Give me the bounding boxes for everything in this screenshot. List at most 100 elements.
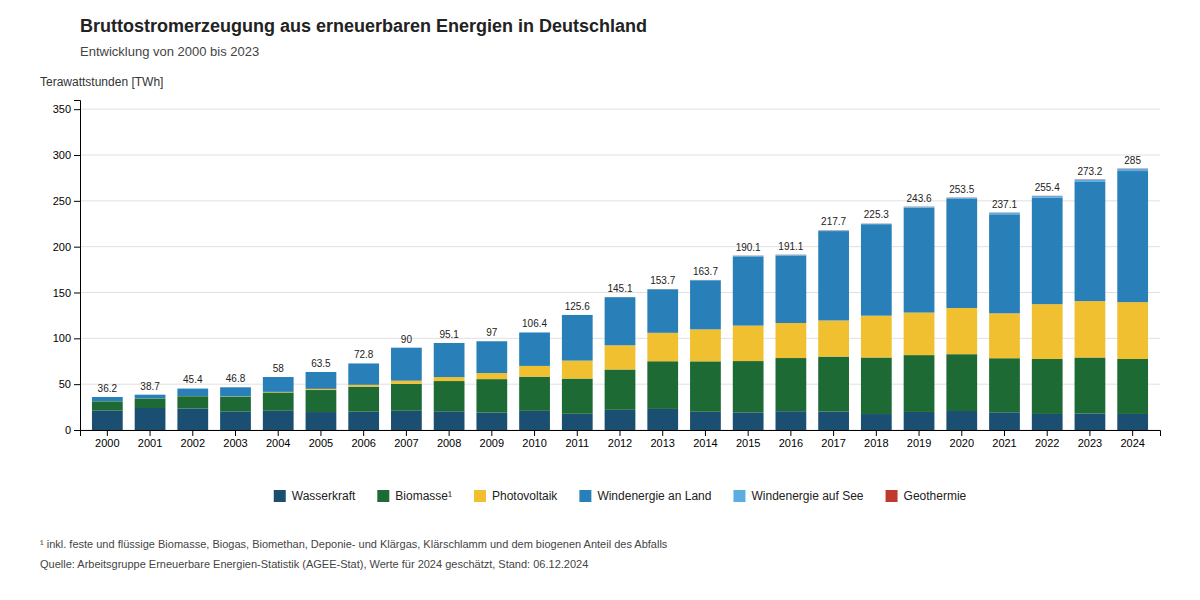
x-tick: 2013 <box>650 430 674 449</box>
bar-segment <box>605 410 636 430</box>
bar-segment <box>348 385 379 387</box>
x-tick-mark <box>790 430 791 436</box>
x-tick-label: 2008 <box>437 437 461 449</box>
bar-segment <box>776 411 807 430</box>
x-tick-label: 2009 <box>480 437 504 449</box>
total-label: 190.1 <box>736 242 761 253</box>
total-label: 38.7 <box>140 381 160 392</box>
bar-segment <box>605 297 636 345</box>
bar-segment <box>946 197 977 198</box>
legend-swatch <box>274 490 286 502</box>
bar-segment <box>946 198 977 199</box>
y-tick-label: 250 <box>53 195 71 207</box>
x-tick-label: 2020 <box>950 437 974 449</box>
bar-segment <box>476 373 507 379</box>
x-tick: 2015 <box>736 430 760 449</box>
bar-segment <box>946 411 977 430</box>
bar-segment <box>263 377 294 392</box>
y-tick-mark <box>74 247 80 248</box>
data-labels: 36.238.745.446.85863.572.89095.197106.41… <box>98 155 1142 394</box>
legend-label: Photovoltaik <box>492 489 558 503</box>
bar-segment <box>1032 196 1063 198</box>
legend-swatch <box>579 490 591 502</box>
bar-segment <box>348 387 379 412</box>
bar-segment <box>562 361 593 379</box>
total-label: 45.4 <box>183 374 203 385</box>
footnote: ¹ inkl. feste und flüssige Biomasse, Bio… <box>40 538 668 550</box>
bar-segment <box>1075 179 1106 180</box>
x-tick-mark <box>961 430 962 436</box>
legend-item: Biomasse¹ <box>377 489 452 503</box>
bar-segment <box>391 384 422 411</box>
legend-label: Windenergie auf See <box>751 489 863 503</box>
bar-segment <box>348 363 379 364</box>
bar-segment <box>1075 180 1106 182</box>
x-tick: 2016 <box>779 430 803 449</box>
bar-segment <box>391 347 422 348</box>
bar-segment <box>861 316 892 358</box>
x-axis: 2000200120022003200420052006200720082009… <box>81 430 1161 449</box>
bars <box>92 168 1148 430</box>
plot: 0501001502002503003502000200120022003200… <box>53 101 1161 449</box>
bar-segment <box>135 394 166 395</box>
bar-segment <box>818 320 849 356</box>
series <box>647 169 1148 290</box>
bar-segment <box>605 297 636 298</box>
y-tick-label: 300 <box>53 149 71 161</box>
bar-segment <box>989 212 1020 213</box>
x-tick: 2003 <box>223 430 247 449</box>
legend-item: Geothermie <box>886 489 967 503</box>
bar-segment <box>733 256 764 325</box>
bar-segment <box>135 408 166 430</box>
total-label: 217.7 <box>821 216 846 227</box>
bar-segment <box>605 370 636 410</box>
y-tick-mark <box>74 338 80 339</box>
y-tick: 250 <box>53 195 80 207</box>
x-tick-mark <box>363 430 364 436</box>
legend-label: Windenergie an Land <box>597 489 711 503</box>
x-tick: 2020 <box>950 430 974 449</box>
bar-segment <box>818 230 849 232</box>
legend-swatch <box>733 490 745 502</box>
bar-segment <box>690 279 721 280</box>
bar-segment <box>647 409 678 430</box>
bar-segment <box>861 224 892 315</box>
bar-segment <box>733 326 764 361</box>
bar-segment <box>476 341 507 342</box>
bar-segment <box>647 333 678 361</box>
x-tick: 2002 <box>181 430 205 449</box>
x-tick-label: 2004 <box>266 437 290 449</box>
bar-segment <box>92 397 123 398</box>
total-label: 253.5 <box>949 184 974 195</box>
y-tick: 300 <box>53 149 80 161</box>
x-axis-line <box>81 431 1161 437</box>
legend-label: Wasserkraft <box>292 489 356 503</box>
x-tick-label: 2022 <box>1035 437 1059 449</box>
bar-segment <box>135 398 166 408</box>
bar-segment <box>733 255 764 256</box>
bar-segment <box>519 332 550 333</box>
x-tick: 2009 <box>480 430 504 449</box>
total-label: 106.4 <box>522 318 547 329</box>
bar-segment <box>306 412 337 430</box>
x-tick-label: 2018 <box>864 437 888 449</box>
x-tick-mark <box>406 430 407 436</box>
total-label: 255.4 <box>1035 182 1060 193</box>
bar-segment <box>220 397 251 412</box>
total-label: 125.6 <box>565 301 590 312</box>
x-tick-label: 2019 <box>907 437 931 449</box>
bar-segment <box>1075 357 1106 413</box>
x-tick-mark <box>876 430 877 436</box>
total-label: 145.1 <box>607 283 632 294</box>
x-tick-mark <box>107 430 108 436</box>
bar-segment <box>92 397 123 401</box>
x-tick-mark <box>192 430 193 436</box>
bar-segment <box>434 377 465 381</box>
bar-segment <box>605 297 636 298</box>
x-tick-label: 2012 <box>608 437 632 449</box>
y-tick-mark <box>74 430 80 431</box>
x-tick-label: 2021 <box>992 437 1016 449</box>
y-tick-label: 100 <box>53 332 71 344</box>
total-label: 163.7 <box>693 266 718 277</box>
bar-segment <box>476 341 507 373</box>
